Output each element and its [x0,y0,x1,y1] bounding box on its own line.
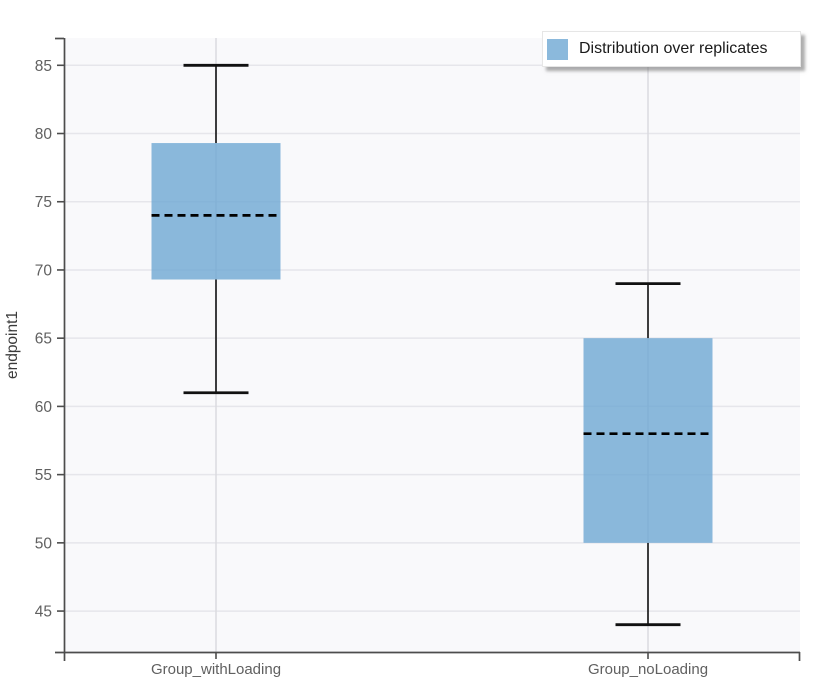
y-tick-label: 80 [35,126,53,143]
y-tick-label: 50 [35,535,53,552]
y-tick-label: 85 [35,58,52,75]
y-tick-label: 55 [35,467,52,484]
box-Group_withLoading[interactable] [151,143,281,280]
box-Group_noLoading[interactable] [583,338,713,543]
y-axis-title: endpoint1 [4,311,21,379]
legend-label: Distribution over replicates [579,40,768,57]
legend-swatch [547,38,568,60]
x-tick-label: Group_noLoading [588,661,708,678]
y-tick-label: 45 [35,604,52,621]
x-tick-label: Group_withLoading [151,661,281,678]
y-tick-label: 60 [35,399,53,416]
legend[interactable]: Distribution over replicates [542,31,801,67]
y-tick-label: 75 [35,194,52,211]
y-tick-label: 70 [35,262,53,279]
y-tick-label: 65 [35,331,52,348]
